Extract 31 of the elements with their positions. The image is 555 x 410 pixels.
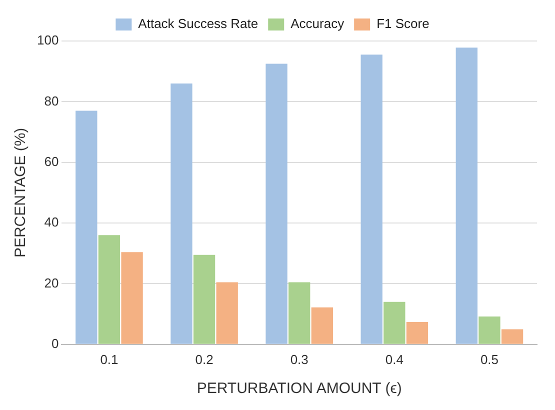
bar xyxy=(360,54,382,344)
bar xyxy=(406,322,428,344)
bar xyxy=(501,329,524,344)
legend-label: Attack Success Rate xyxy=(138,16,258,32)
bar xyxy=(288,282,310,344)
bar xyxy=(121,252,143,344)
x-axis-title: PERTURBATION AMOUNT (ϵ) xyxy=(196,380,402,398)
y-tick-label: 40 xyxy=(44,214,59,230)
y-tick-label: 0 xyxy=(51,336,59,351)
y-tick-label: 100 xyxy=(36,32,59,48)
bar xyxy=(98,235,120,344)
bar xyxy=(266,64,288,344)
y-axis-title: PERCENTAGE (%) xyxy=(12,128,30,258)
legend-label: F1 Score xyxy=(376,16,430,32)
y-tick-label: 80 xyxy=(44,93,59,108)
x-tick-label: 0.4 xyxy=(385,352,404,367)
x-tick-label: 0.3 xyxy=(290,352,308,367)
bar xyxy=(76,110,98,344)
x-tick-label: 0.2 xyxy=(195,352,214,367)
bar xyxy=(384,302,406,344)
y-tick-label: 20 xyxy=(44,275,59,290)
bar xyxy=(216,282,238,344)
x-tick-label: 0.1 xyxy=(100,352,118,367)
bar xyxy=(456,48,478,344)
bar xyxy=(193,254,216,344)
bar xyxy=(311,307,333,344)
y-tick-label: 60 xyxy=(44,154,59,169)
legend-label: Accuracy xyxy=(290,16,345,32)
bar xyxy=(170,83,192,344)
x-tick-label: 0.5 xyxy=(480,352,499,367)
bar xyxy=(478,316,500,344)
